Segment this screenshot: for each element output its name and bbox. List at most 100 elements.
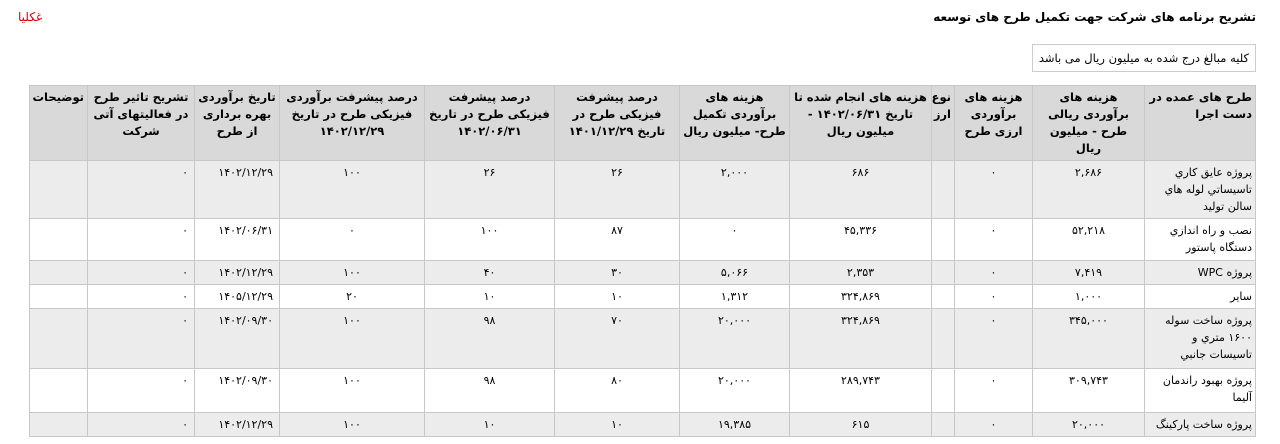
- cell-impact-description: ۰: [87, 160, 195, 219]
- cell-rial-estimate: ۱,۰۰۰: [1032, 284, 1145, 309]
- cell-progress-1402-06: ۱۰: [424, 284, 555, 309]
- table-row: نصب و راه اندازي دستگاه پاستور ۵۲,۲۱۸ ۰ ۴۵,…: [29, 218, 1256, 261]
- cell-impact-description: ۰: [87, 260, 195, 285]
- cell-operation-date: ۱۴۰۵/۱۲/۲۹: [194, 284, 280, 309]
- cell-rial-estimate: ۲,۶۸۶: [1032, 160, 1145, 219]
- cell-costs-incurred: ۳۲۴,۸۶۹: [789, 308, 932, 369]
- cell-rial-estimate: ۵۲,۲۱۸: [1032, 218, 1145, 261]
- column-header-costs-incurred: هزینه های انجام شده تا تاریخ ۱۴۰۲/۰۶/۳۱ …: [789, 85, 932, 161]
- column-header-progress-1402-06: درصد پیشرفت فیزیکی طرح در تاریخ ۱۴۰۲/۰۶/…: [424, 85, 555, 161]
- cell-costs-incurred: ۲,۳۵۳: [789, 260, 932, 285]
- cell-project-name: نصب و راه اندازي دستگاه پاستور: [1144, 218, 1256, 261]
- cell-currency-type: [931, 412, 955, 437]
- cell-currency-type: [931, 218, 955, 261]
- cell-progress-1401: ۳۰: [554, 260, 680, 285]
- cell-notes: [29, 412, 88, 437]
- cell-project-name: پروژه WPC: [1144, 260, 1256, 285]
- cell-completion-cost: ۰: [679, 218, 790, 261]
- cell-fx-estimate: ۰: [954, 368, 1033, 413]
- cell-progress-estimate-1402-12: ۱۰۰: [279, 260, 425, 285]
- cell-notes: [29, 308, 88, 369]
- cell-operation-date: ۱۴۰۲/۰۹/۳۰: [194, 308, 280, 369]
- cell-completion-cost: ۲۰,۰۰۰: [679, 308, 790, 369]
- column-header-currency-type: نوع ارز: [931, 85, 955, 161]
- cell-fx-estimate: ۰: [954, 160, 1033, 219]
- cell-progress-1402-06: ۹۸: [424, 368, 555, 413]
- cell-operation-date: ۱۴۰۲/۱۲/۲۹: [194, 160, 280, 219]
- table-row: پروژه بهبود راندمان آلیما ۳۰۹,۷۴۳ ۰ ۲۸۹,۷۴۳…: [29, 368, 1256, 413]
- cell-notes: [29, 260, 88, 285]
- print-link[interactable]: غکلیا: [18, 10, 43, 24]
- cell-impact-description: ۰: [87, 368, 195, 413]
- cell-currency-type: [931, 260, 955, 285]
- cell-fx-estimate: ۰: [954, 218, 1033, 261]
- cell-completion-cost: ۲,۰۰۰: [679, 160, 790, 219]
- cell-currency-type: [931, 284, 955, 309]
- cell-currency-type: [931, 308, 955, 369]
- cell-costs-incurred: ۳۲۴,۸۶۹: [789, 284, 932, 309]
- cell-rial-estimate: ۳۴۵,۰۰۰: [1032, 308, 1145, 369]
- cell-progress-1401: ۱۰: [554, 284, 680, 309]
- cell-rial-estimate: ۲۰,۰۰۰: [1032, 412, 1145, 437]
- cell-progress-estimate-1402-12: ۱۰۰: [279, 412, 425, 437]
- cell-progress-estimate-1402-12: ۲۰: [279, 284, 425, 309]
- cell-progress-1401: ۸۰: [554, 368, 680, 413]
- cell-impact-description: ۰: [87, 412, 195, 437]
- cell-operation-date: ۱۴۰۲/۰۶/۳۱: [194, 218, 280, 261]
- cell-progress-1402-06: ۱۰۰: [424, 218, 555, 261]
- cell-progress-estimate-1402-12: ۱۰۰: [279, 308, 425, 369]
- cell-impact-description: ۰: [87, 308, 195, 369]
- cell-operation-date: ۱۴۰۲/۱۲/۲۹: [194, 412, 280, 437]
- cell-costs-incurred: ۲۸۹,۷۴۳: [789, 368, 932, 413]
- cell-progress-1401: ۷۰: [554, 308, 680, 369]
- cell-progress-1402-06: ۱۰: [424, 412, 555, 437]
- cell-fx-estimate: ۰: [954, 308, 1033, 369]
- cell-currency-type: [931, 368, 955, 413]
- projects-table: طرح های عمده در دست اجرا هزینه های برآورد…: [29, 85, 1256, 437]
- cell-currency-type: [931, 160, 955, 219]
- cell-completion-cost: ۵,۰۶۶: [679, 260, 790, 285]
- table-row: پروژه WPC ۷,۴۱۹ ۰ ۲,۳۵۳ ۵,۰۶۶ ۳۰ ۴۰ ۱۰۰ ۱۴۰۲/۱۲/…: [29, 260, 1256, 285]
- cell-progress-1402-06: ۴۰: [424, 260, 555, 285]
- cell-notes: [29, 218, 88, 261]
- cell-impact-description: ۰: [87, 218, 195, 261]
- table-row: پروژه ساخت سوله ۱۶۰۰ متري و تاسیسات جانب…: [29, 308, 1256, 369]
- column-header-impact-description: تشریح تاثیر طرح در فعالیتهای آتی شرکت: [87, 85, 195, 161]
- cell-notes: [29, 368, 88, 413]
- cell-costs-incurred: ۴۵,۳۳۶: [789, 218, 932, 261]
- cell-progress-1401: ۸۷: [554, 218, 680, 261]
- cell-project-name: سایر: [1144, 284, 1256, 309]
- cell-fx-estimate: ۰: [954, 412, 1033, 437]
- cell-completion-cost: ۱۹,۳۸۵: [679, 412, 790, 437]
- column-header-progress-estimate-1402-12: درصد پیشرفت برآوردی فیزیکی طرح در تاریخ …: [279, 85, 425, 161]
- column-header-progress-1401: درصد پیشرفت فیزیکی طرح در تاریخ ۱۴۰۱/۱۲/…: [554, 85, 680, 161]
- table-row: سایر ۱,۰۰۰ ۰ ۳۲۴,۸۶۹ ۱,۳۱۲ ۱۰ ۱۰ ۲۰ ۱۴۰۵/۱۲/۲۹ ۰: [29, 284, 1256, 309]
- cell-costs-incurred: ۶۱۵: [789, 412, 932, 437]
- column-header-completion-cost: هزینه های برآوردی تکمیل طرح- میلیون ریال: [679, 85, 790, 161]
- cell-progress-estimate-1402-12: ۱۰۰: [279, 368, 425, 413]
- cell-project-name: پروژه عایق کاري تاسیساتي لوله هاي سالن ت…: [1144, 160, 1256, 219]
- page-title: تشریح برنامه های شرکت جهت تکمیل طرح های …: [933, 10, 1256, 24]
- cell-completion-cost: ۲۰,۰۰۰: [679, 368, 790, 413]
- cell-notes: [29, 160, 88, 219]
- cell-project-name: پروژه ساخت پارکینگ: [1144, 412, 1256, 437]
- cell-progress-1402-06: ۹۸: [424, 308, 555, 369]
- cell-completion-cost: ۱,۳۱۲: [679, 284, 790, 309]
- cell-progress-estimate-1402-12: ۱۰۰: [279, 160, 425, 219]
- column-header-project-name: طرح های عمده در دست اجرا: [1144, 85, 1256, 161]
- cell-project-name: پروژه بهبود راندمان آلیما: [1144, 368, 1256, 413]
- column-header-fx-estimate: هزینه های برآوردی ارزی طرح: [954, 85, 1033, 161]
- cell-progress-estimate-1402-12: ۰: [279, 218, 425, 261]
- cell-progress-1401: ۲۶: [554, 160, 680, 219]
- table-header-row: طرح های عمده در دست اجرا هزینه های برآورد…: [29, 85, 1256, 161]
- cell-rial-estimate: ۳۰۹,۷۴۳: [1032, 368, 1145, 413]
- table-row: پروژه ساخت پارکینگ ۲۰,۰۰۰ ۰ ۶۱۵ ۱۹,۳۸۵ ۱۰ ۱۰ ۱۰…: [29, 412, 1256, 437]
- cell-costs-incurred: ۶۸۶: [789, 160, 932, 219]
- cell-operation-date: ۱۴۰۲/۰۹/۳۰: [194, 368, 280, 413]
- cell-rial-estimate: ۷,۴۱۹: [1032, 260, 1145, 285]
- column-header-rial-estimate: هزینه های برآوردی ریالی طرح - میلیون ریا…: [1032, 85, 1145, 161]
- units-note: کلیه مبالغ درج شده به میلیون ریال می باش…: [1031, 44, 1256, 72]
- cell-fx-estimate: ۰: [954, 284, 1033, 309]
- cell-progress-1401: ۱۰: [554, 412, 680, 437]
- cell-operation-date: ۱۴۰۲/۱۲/۲۹: [194, 260, 280, 285]
